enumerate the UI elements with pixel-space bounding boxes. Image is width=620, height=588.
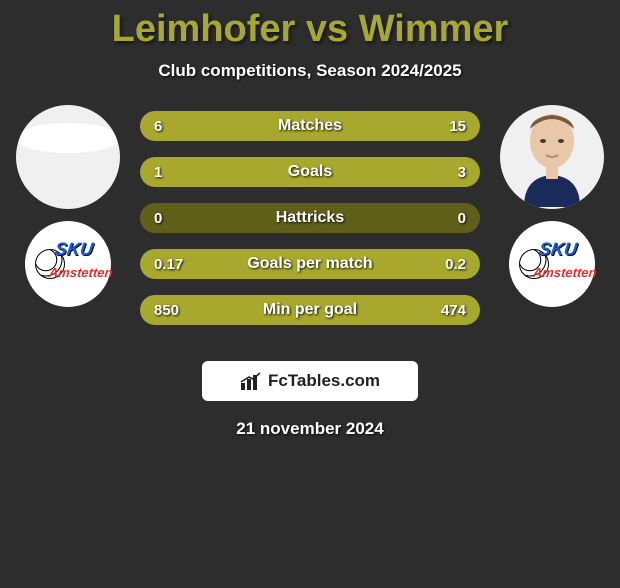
stat-bar: 13Goals bbox=[140, 157, 480, 187]
stat-bar: 0.170.2Goals per match bbox=[140, 249, 480, 279]
stats-bars: 615Matches 13Goals 00Hattricks 0.170.2Goals… bbox=[140, 111, 480, 341]
page-subtitle: Club competitions, Season 2024/2025 bbox=[0, 61, 620, 81]
player-silhouette-icon bbox=[510, 107, 594, 207]
club-badge-line2: Amstetten bbox=[532, 265, 597, 280]
stat-label: Min per goal bbox=[140, 295, 480, 325]
stat-label: Goals bbox=[140, 157, 480, 187]
brand-text: FcTables.com bbox=[268, 371, 380, 391]
avatar-placeholder-shape bbox=[16, 123, 120, 153]
brand-badge: FcTables.com bbox=[202, 361, 418, 401]
stat-label: Goals per match bbox=[140, 249, 480, 279]
club-badge-line1: SKU bbox=[54, 239, 95, 260]
club-badge-line2: Amstetten bbox=[48, 265, 113, 280]
page-title: Leimhofer vs Wimmer bbox=[0, 8, 620, 51]
player-right-club-badge: SKU Amstetten bbox=[509, 221, 595, 307]
player-left-club-badge: SKU Amstetten bbox=[25, 221, 111, 307]
stat-bar: 00Hattricks bbox=[140, 203, 480, 233]
player-right-avatar bbox=[500, 105, 604, 209]
player-left-avatar bbox=[16, 105, 120, 209]
stat-label: Matches bbox=[140, 111, 480, 141]
comparison-content: SKU Amstetten SKU Amstetten 615Matches 13… bbox=[0, 111, 620, 351]
stat-bar: 615Matches bbox=[140, 111, 480, 141]
snapshot-date: 21 november 2024 bbox=[0, 419, 620, 439]
stat-bar: 850474Min per goal bbox=[140, 295, 480, 325]
right-player-column: SKU Amstetten bbox=[492, 105, 612, 307]
bar-chart-icon bbox=[240, 371, 262, 391]
left-player-column: SKU Amstetten bbox=[8, 105, 128, 307]
stat-label: Hattricks bbox=[140, 203, 480, 233]
club-badge-line1: SKU bbox=[538, 239, 579, 260]
